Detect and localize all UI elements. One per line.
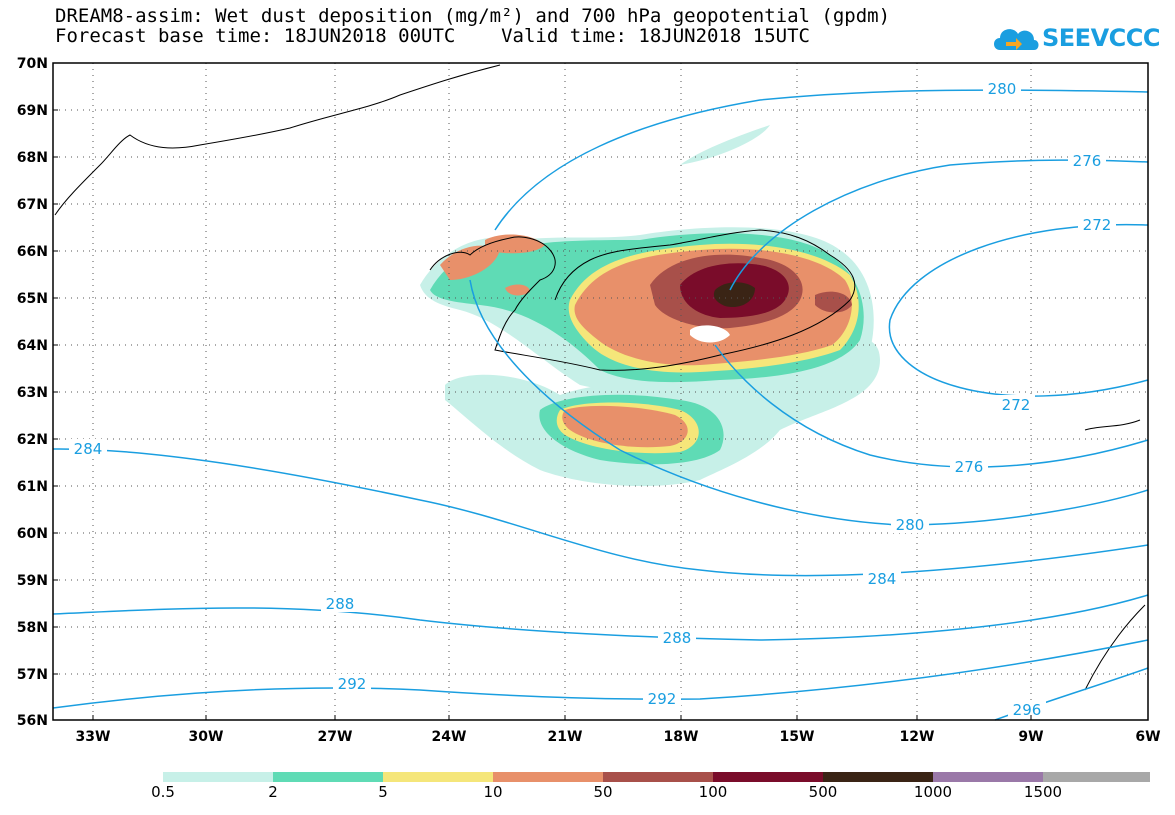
contour-label: 272 (1083, 216, 1112, 234)
legend-swatch (163, 772, 273, 782)
contour-label: 292 (338, 675, 367, 693)
lon-label: 33W (76, 729, 111, 745)
legend-label: 1000 (913, 783, 953, 801)
contour-label: 280 (896, 516, 925, 534)
lat-label: 62N (17, 432, 48, 448)
lat-label: 69N (17, 103, 48, 119)
legend-swatch (713, 772, 823, 782)
seevccc-logo: SEEVCCC (990, 18, 1161, 60)
lon-label: 27W (318, 729, 353, 745)
dust-shading (420, 125, 880, 487)
lon-label: 15W (780, 729, 815, 745)
contour-label: 280 (988, 80, 1017, 98)
lat-label: 57N (17, 667, 48, 683)
contour-label: 288 (663, 629, 692, 647)
legend-swatch (493, 772, 603, 782)
map-title: DREAM8-assim: Wet dust deposition (mg/m²… (55, 5, 891, 27)
legend-label: 2 (268, 783, 278, 801)
graticule (53, 63, 1148, 720)
lat-label: 61N (17, 479, 48, 495)
lat-label: 67N (17, 197, 48, 213)
logo-text: SEEVCCC (1042, 24, 1161, 52)
lat-label: 70N (17, 56, 48, 72)
contour-label: 284 (74, 440, 103, 458)
contour-label: 292 (648, 690, 677, 708)
contour-label: 284 (868, 570, 897, 588)
map-subtitle: Forecast base time: 18JUN2018 00UTC Vali… (55, 25, 810, 47)
contour-label: 276 (955, 458, 984, 476)
axis-ticks (53, 62, 1032, 720)
legend-swatch (603, 772, 713, 782)
legend-label: 5 (378, 783, 388, 801)
lat-label: 66N (17, 244, 48, 260)
legend-swatch (1043, 772, 1150, 782)
contour-label: 296 (1013, 701, 1042, 719)
lat-label: 58N (17, 620, 48, 636)
lat-label: 68N (17, 150, 48, 166)
lat-label: 60N (17, 526, 48, 542)
legend-label: 50 (593, 783, 613, 801)
lat-label: 59N (17, 573, 48, 589)
lon-label: 12W (900, 729, 935, 745)
lon-label: 30W (189, 729, 224, 745)
lat-label: 56N (17, 713, 48, 729)
legend-label: 1500 (1023, 783, 1063, 801)
legend-label: 0.5 (151, 783, 175, 801)
legend-colorbar (163, 772, 1150, 782)
legend-label: 100 (698, 783, 728, 801)
contour-label: 288 (326, 595, 355, 613)
contour-label: 272 (1002, 396, 1031, 414)
lon-label: 21W (548, 729, 583, 745)
lon-label: 24W (432, 729, 467, 745)
legend-label: 10 (483, 783, 503, 801)
legend-label: 500 (808, 783, 838, 801)
longitude-labels: 33W 30W 27W 24W 21W 18W 15W 12W 9W 6W (76, 729, 1161, 745)
coastlines (54, 64, 1146, 691)
lat-label: 64N (17, 338, 48, 354)
latitude-labels: 70N 69N 68N 67N 66N 65N 64N 63N 62N 61N … (17, 56, 48, 729)
legend-swatch (823, 772, 933, 782)
lon-label: 18W (664, 729, 699, 745)
legend-swatch (273, 772, 383, 782)
lon-label: 9W (1018, 729, 1043, 745)
legend-swatch (383, 772, 493, 782)
lat-label: 65N (17, 291, 48, 307)
lon-label: 6W (1135, 729, 1160, 745)
contour-label: 276 (1073, 152, 1102, 170)
legend-swatch (933, 772, 1043, 782)
cloud-icon (994, 29, 1039, 50)
lat-label: 63N (17, 385, 48, 401)
contour-labels: 280 276 272 272 276 280 284 284 288 288 … (69, 79, 1116, 719)
